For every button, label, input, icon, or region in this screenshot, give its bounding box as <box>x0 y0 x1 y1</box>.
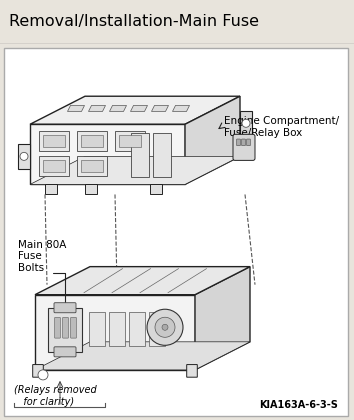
FancyBboxPatch shape <box>85 184 97 194</box>
FancyBboxPatch shape <box>81 160 103 172</box>
Polygon shape <box>109 105 126 111</box>
FancyBboxPatch shape <box>119 135 141 147</box>
FancyBboxPatch shape <box>153 133 171 177</box>
Polygon shape <box>35 295 195 370</box>
Polygon shape <box>68 105 85 111</box>
Polygon shape <box>195 267 250 370</box>
Circle shape <box>20 152 28 160</box>
FancyBboxPatch shape <box>77 156 107 176</box>
FancyBboxPatch shape <box>54 347 76 357</box>
Text: Removal/Installation-Main Fuse: Removal/Installation-Main Fuse <box>9 14 259 29</box>
Polygon shape <box>35 267 250 295</box>
Polygon shape <box>30 96 240 124</box>
FancyBboxPatch shape <box>242 139 245 146</box>
Polygon shape <box>131 105 148 111</box>
FancyBboxPatch shape <box>81 135 103 147</box>
FancyBboxPatch shape <box>71 318 76 338</box>
Polygon shape <box>18 144 30 169</box>
Circle shape <box>242 119 250 127</box>
FancyBboxPatch shape <box>45 184 57 194</box>
FancyBboxPatch shape <box>55 318 60 338</box>
FancyBboxPatch shape <box>77 131 107 151</box>
FancyBboxPatch shape <box>109 312 125 346</box>
FancyBboxPatch shape <box>149 312 165 346</box>
Polygon shape <box>35 342 250 370</box>
FancyBboxPatch shape <box>129 312 145 346</box>
FancyBboxPatch shape <box>39 131 69 151</box>
Circle shape <box>162 324 168 330</box>
FancyBboxPatch shape <box>43 160 65 172</box>
FancyBboxPatch shape <box>237 139 240 146</box>
Polygon shape <box>152 105 169 111</box>
Circle shape <box>147 309 183 345</box>
Text: KIA163A-6-3-S: KIA163A-6-3-S <box>259 400 338 410</box>
FancyBboxPatch shape <box>33 365 43 377</box>
FancyBboxPatch shape <box>187 365 197 377</box>
FancyBboxPatch shape <box>43 135 65 147</box>
Polygon shape <box>185 96 240 184</box>
Polygon shape <box>88 105 105 111</box>
Polygon shape <box>172 105 189 111</box>
FancyBboxPatch shape <box>150 184 162 194</box>
FancyBboxPatch shape <box>131 133 149 177</box>
FancyBboxPatch shape <box>89 312 105 346</box>
Circle shape <box>155 317 175 337</box>
FancyBboxPatch shape <box>48 308 82 352</box>
FancyBboxPatch shape <box>247 139 250 146</box>
Text: Main 80A
Fuse
Bolts: Main 80A Fuse Bolts <box>18 239 67 273</box>
FancyBboxPatch shape <box>63 318 68 338</box>
Polygon shape <box>240 111 252 136</box>
Text: Engine Compartment/
Fuse/Relay Box: Engine Compartment/ Fuse/Relay Box <box>224 116 339 138</box>
FancyBboxPatch shape <box>4 48 348 416</box>
Circle shape <box>38 370 48 380</box>
FancyBboxPatch shape <box>233 134 255 160</box>
FancyBboxPatch shape <box>54 303 76 313</box>
FancyBboxPatch shape <box>39 156 69 176</box>
Polygon shape <box>30 156 240 184</box>
FancyBboxPatch shape <box>115 131 145 151</box>
Polygon shape <box>30 124 185 184</box>
Text: (Relays removed
   for clarity): (Relays removed for clarity) <box>14 385 97 407</box>
